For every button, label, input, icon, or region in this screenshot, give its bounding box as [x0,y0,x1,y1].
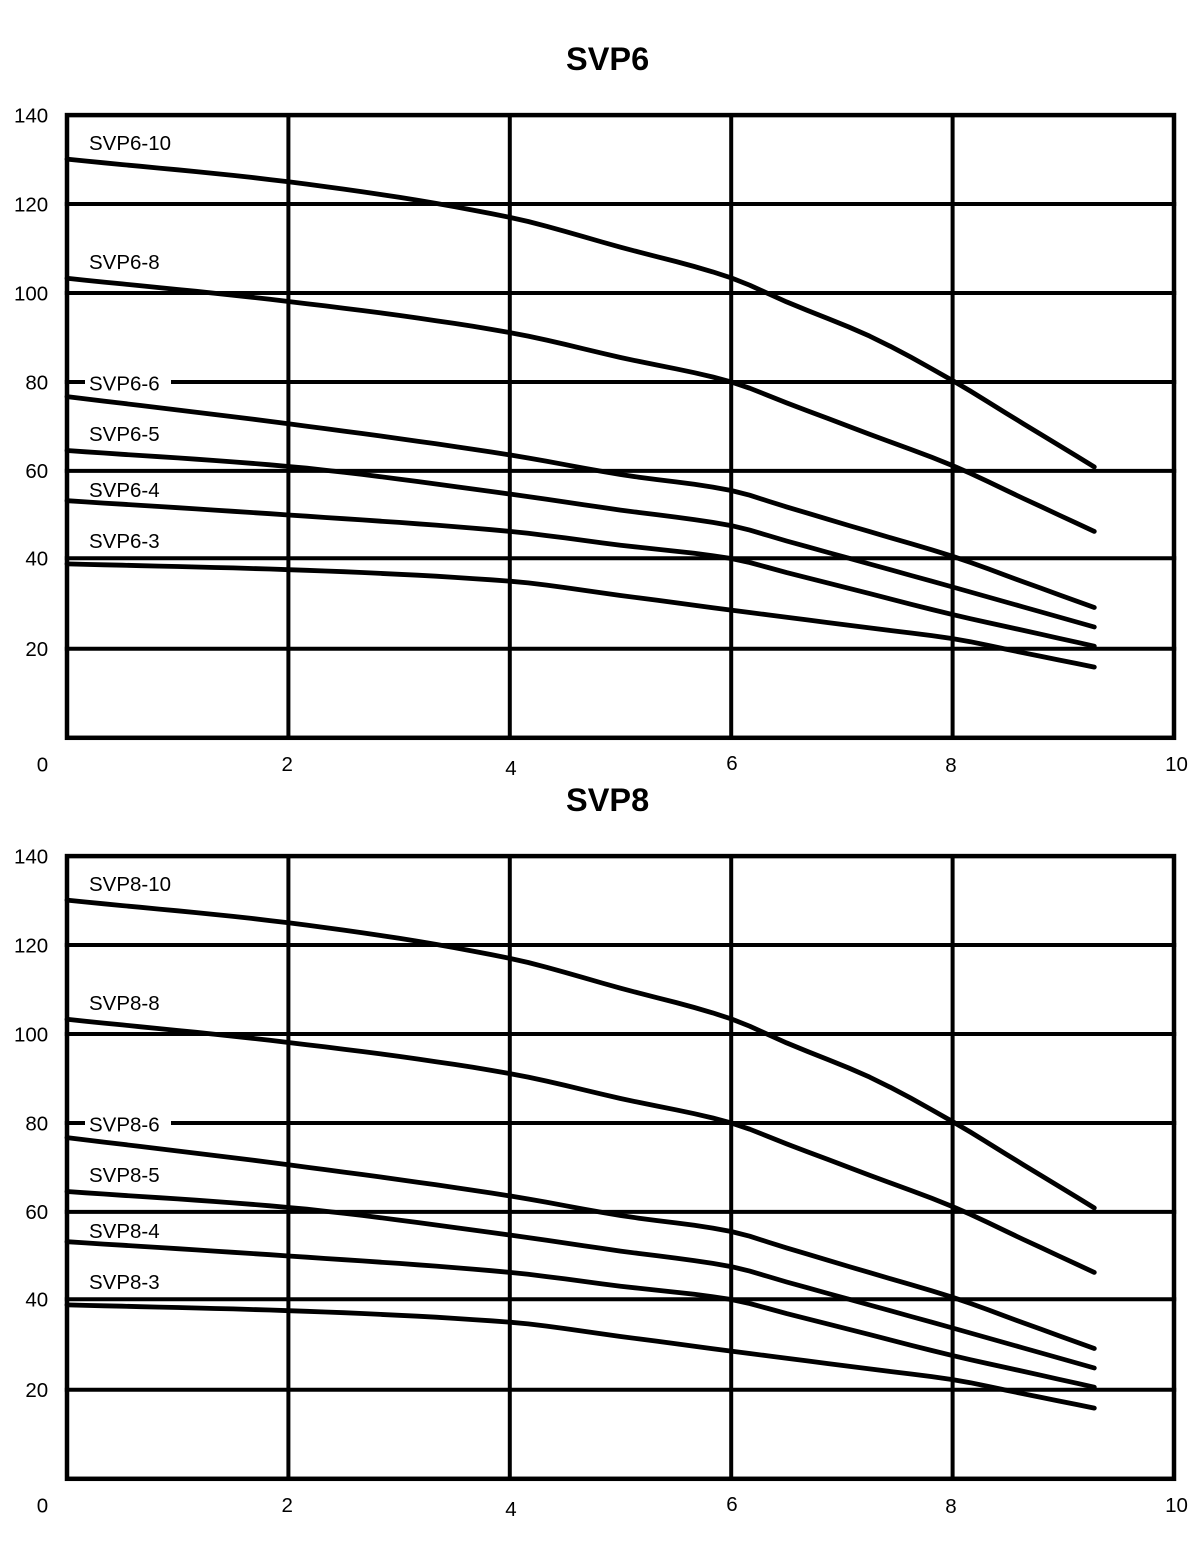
svg-text:10: 10 [1165,1494,1188,1517]
svg-text:SVP6-3: SVP6-3 [89,530,160,553]
svg-text:SVP8: SVP8 [566,782,649,818]
svg-text:80: 80 [25,371,48,394]
svg-text:10: 10 [1165,753,1188,776]
svg-text:120: 120 [14,193,48,216]
svg-text:60: 60 [25,1201,48,1224]
svg-text:0: 0 [37,1495,48,1518]
svg-text:100: 100 [14,282,48,305]
svg-text:SVP6-8: SVP6-8 [89,251,160,274]
svg-text:140: 140 [14,104,48,127]
svg-text:4: 4 [505,1498,516,1521]
svg-text:2: 2 [281,1494,292,1517]
svg-text:20: 20 [25,638,48,661]
svg-text:SVP6-6: SVP6-6 [89,373,160,396]
svg-text:SVP8-5: SVP8-5 [89,1164,160,1187]
svg-text:60: 60 [25,460,48,483]
svg-text:SVP6-4: SVP6-4 [89,479,160,502]
svg-text:SVP6-5: SVP6-5 [89,423,160,446]
svg-text:40: 40 [25,548,48,571]
svg-text:SVP8-10: SVP8-10 [89,873,171,896]
svg-text:20: 20 [25,1379,48,1402]
svg-text:100: 100 [14,1023,48,1046]
svg-text:6: 6 [726,1493,737,1516]
svg-text:80: 80 [25,1112,48,1135]
svg-text:0: 0 [37,754,48,777]
svg-text:SVP8-3: SVP8-3 [89,1271,160,1294]
svg-text:SVP8-4: SVP8-4 [89,1220,160,1243]
svg-text:4: 4 [505,757,516,780]
svg-text:8: 8 [945,754,956,777]
svg-text:40: 40 [25,1289,48,1312]
svg-text:SVP8-8: SVP8-8 [89,992,160,1015]
svg-text:6: 6 [726,752,737,775]
svg-text:2: 2 [281,753,292,776]
svg-text:SVP6-10: SVP6-10 [89,132,171,155]
svg-text:SVP6: SVP6 [566,41,649,77]
svg-text:140: 140 [14,845,48,868]
svg-text:SVP8-6: SVP8-6 [89,1114,160,1137]
svg-text:120: 120 [14,934,48,957]
svg-text:8: 8 [945,1495,956,1518]
